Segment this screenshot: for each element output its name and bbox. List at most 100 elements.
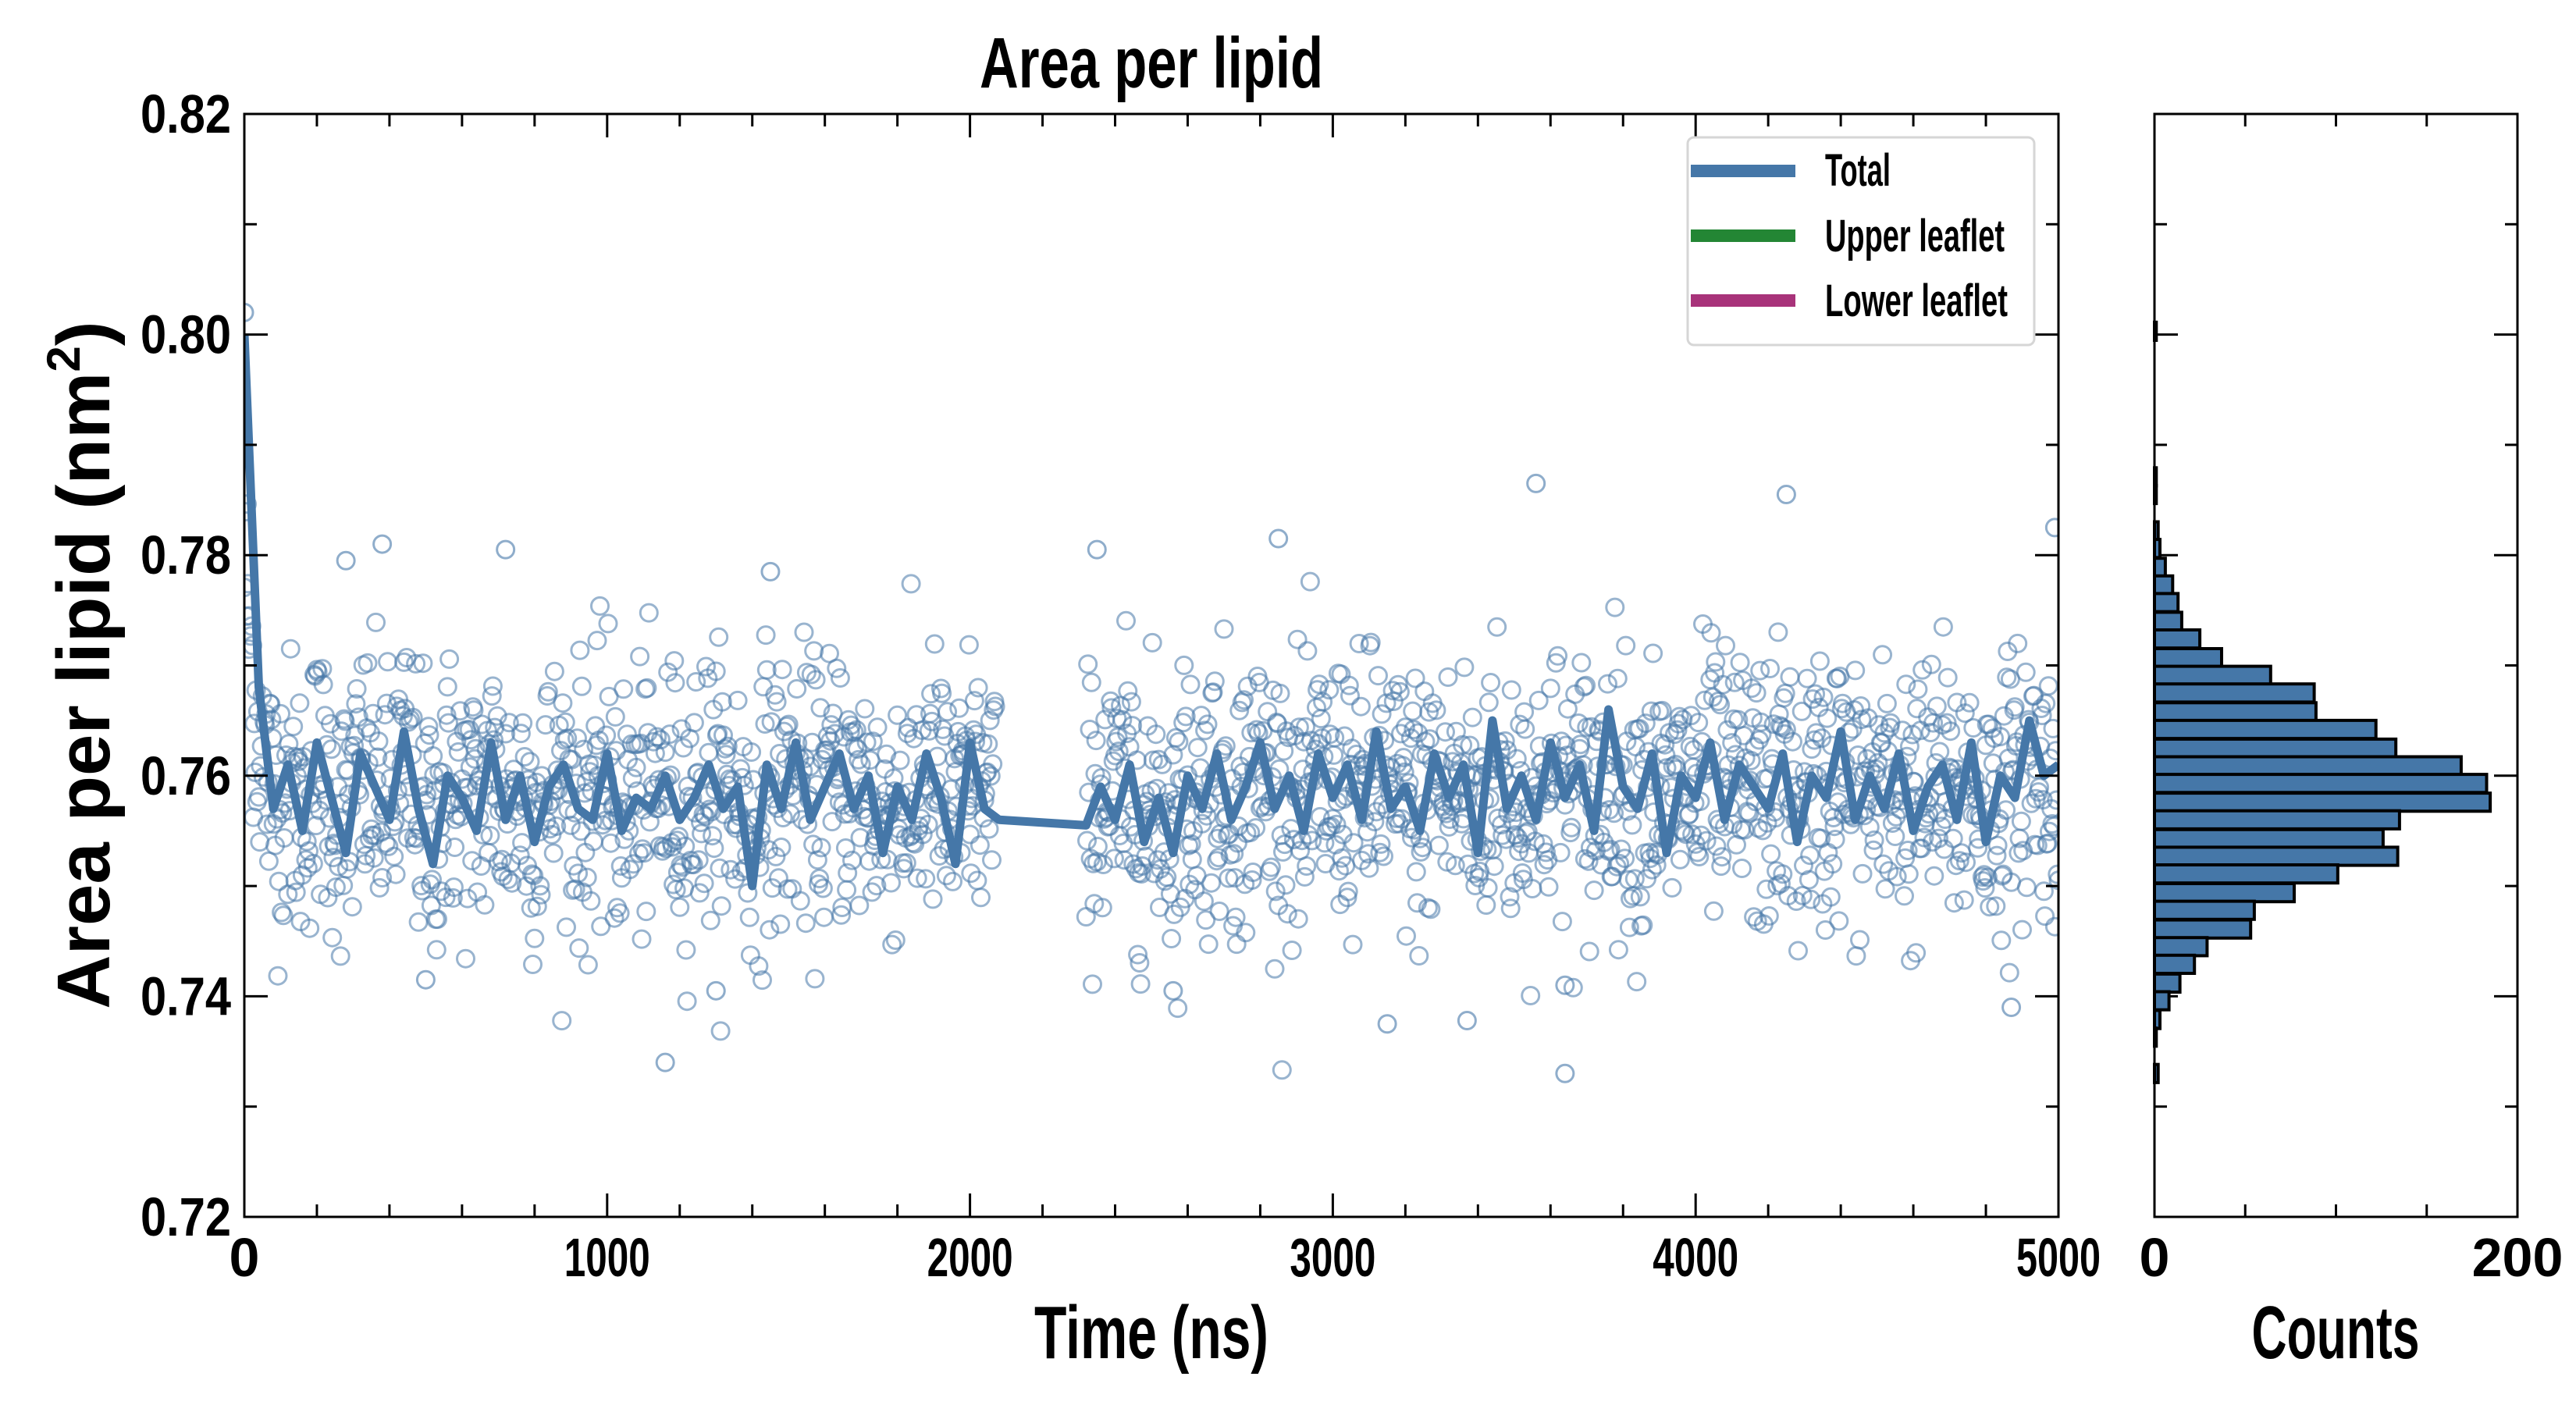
scatter-point	[1605, 597, 1625, 617]
scatter-point	[1607, 668, 1628, 688]
scatter-point	[342, 897, 362, 917]
scatter-point	[605, 706, 625, 727]
scatter-point	[598, 614, 618, 634]
scatter-point	[1081, 672, 1101, 692]
scatter-point	[523, 955, 543, 974]
scatter-point	[1116, 610, 1136, 631]
running-average-line	[244, 334, 2058, 891]
scatter-point	[1194, 891, 1214, 912]
scatter-point	[1616, 635, 1636, 656]
scatter-point	[1131, 864, 1151, 884]
scatter-point	[1394, 762, 1414, 782]
scatter-point	[830, 668, 850, 688]
scatter-point	[1165, 727, 1186, 748]
scatter-point	[1420, 729, 1440, 749]
scatter-point	[303, 853, 323, 873]
scatter-point	[1806, 723, 1827, 743]
histogram-bar	[2153, 899, 2256, 921]
scatter-point	[1752, 724, 1772, 745]
scatter-point	[1896, 674, 1916, 695]
scatter-point	[978, 734, 998, 754]
scatter-point	[457, 888, 478, 909]
scatter-point	[308, 662, 328, 682]
scatter-point	[378, 652, 398, 672]
scatter-point	[1076, 907, 1096, 927]
histogram-bar	[2153, 592, 2180, 614]
histogram-x-axis-label: Counts	[2252, 1291, 2420, 1375]
scatter-point	[1959, 692, 1980, 713]
scatter-point	[312, 659, 333, 679]
scatter-point	[473, 824, 493, 845]
scatter-point	[1405, 668, 1425, 688]
scatter-point	[1101, 691, 1121, 711]
scatter-point	[571, 676, 592, 696]
scatter-point	[756, 660, 777, 680]
scatter-point	[1937, 667, 1958, 688]
scatter-point	[636, 902, 656, 922]
scatter-point	[1242, 870, 1262, 890]
scatter-point	[1130, 953, 1150, 973]
scatter-point-outlier	[655, 1052, 675, 1072]
scatter-point	[670, 897, 690, 917]
scatter-point	[1313, 692, 1333, 712]
scatter-point	[1123, 716, 1143, 736]
scatter-point	[386, 696, 407, 717]
scatter-point	[465, 738, 486, 759]
scatter-point	[514, 747, 535, 767]
scatter-point	[1300, 571, 1320, 592]
scatter-point	[1507, 749, 1527, 769]
scatter-point	[885, 930, 906, 950]
histogram-bar	[2153, 664, 2272, 686]
scatter-point	[581, 891, 601, 911]
scatter-point	[531, 884, 551, 905]
scatter-point	[851, 754, 871, 774]
scatter-point	[2032, 706, 2052, 726]
scatter-point	[329, 856, 349, 877]
scatter-point	[271, 703, 290, 724]
scatter-point	[849, 895, 870, 916]
scatter-point	[1374, 846, 1393, 866]
scatter-point	[1404, 720, 1424, 740]
scatter-point	[1954, 890, 1974, 910]
histogram-bar	[2153, 773, 2489, 795]
histogram-bar	[2153, 628, 2202, 650]
scatter-point	[810, 698, 831, 718]
scatter-point	[959, 635, 979, 655]
scatter-point	[1515, 719, 1535, 739]
scatter-point	[1680, 736, 1700, 756]
scatter-point	[901, 574, 921, 594]
histogram-bar	[2153, 827, 2385, 850]
scatter-point	[1282, 941, 1302, 960]
scatter-point	[1809, 651, 1830, 671]
scatter-point	[1768, 622, 1788, 642]
scatter-point	[1955, 703, 1975, 724]
scatter-point	[771, 838, 792, 857]
scatter-point	[838, 863, 858, 883]
scatter-point	[456, 948, 475, 969]
scatter-point	[1751, 712, 1771, 732]
scatter-point	[379, 836, 399, 856]
scatter-point	[614, 679, 634, 699]
scatter-point	[1825, 830, 1845, 849]
scatter-point	[1576, 675, 1596, 695]
scatter-point	[1864, 830, 1884, 850]
scatter-point	[923, 889, 943, 909]
scatter-point	[543, 843, 564, 863]
scatter-point	[1196, 910, 1216, 930]
scatter-point	[866, 876, 887, 896]
scatter-point	[1968, 838, 1988, 858]
scatter-point	[1776, 720, 1796, 740]
scatter-point	[712, 692, 732, 712]
scatter-point	[1688, 713, 1709, 733]
scatter-point	[688, 850, 709, 870]
scatter-point	[2033, 881, 2054, 902]
scatter-point	[1655, 735, 1675, 755]
scatter-point	[592, 815, 613, 835]
scatter-point	[1237, 676, 1258, 696]
scatter-point	[1201, 873, 1222, 893]
scatter-point	[1812, 728, 1832, 749]
scatter-point	[1240, 823, 1261, 842]
scatter-point	[2048, 870, 2058, 891]
scatter-point	[268, 966, 288, 986]
scatter-point	[795, 913, 816, 934]
